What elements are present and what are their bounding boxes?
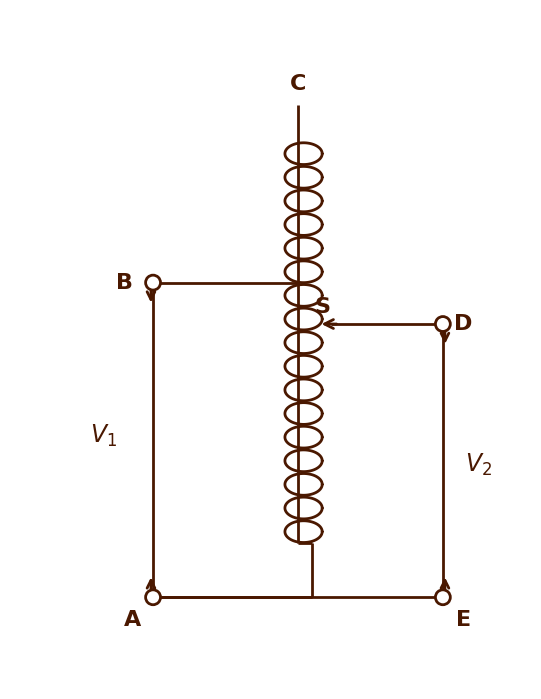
Text: $V_2$: $V_2$ <box>465 452 492 478</box>
Text: A: A <box>124 610 141 630</box>
Text: D: D <box>454 314 473 334</box>
Text: E: E <box>456 610 471 630</box>
Circle shape <box>146 275 161 290</box>
Circle shape <box>436 590 450 605</box>
Circle shape <box>146 590 161 605</box>
Text: S: S <box>315 298 331 317</box>
Circle shape <box>436 317 450 331</box>
Text: $V_1$: $V_1$ <box>90 423 117 449</box>
Text: C: C <box>290 74 306 94</box>
Text: B: B <box>116 273 133 293</box>
